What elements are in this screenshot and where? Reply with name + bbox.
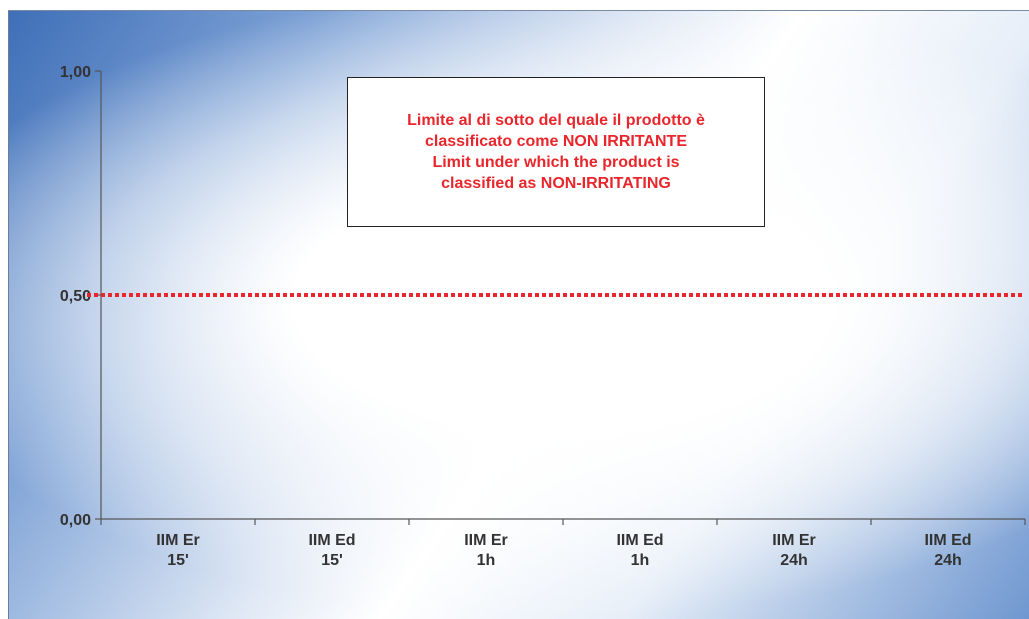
y-tick-label: 0,00 [60, 512, 91, 529]
annotation-line-3: Limit under which the product is [432, 152, 679, 173]
annotation-line-2: classificato come NON IRRITANTE [425, 131, 687, 152]
annotation-line-1: Limite al di sotto del quale il prodotto… [407, 110, 705, 131]
y-tick-label: 1,00 [60, 64, 91, 81]
annotation-line-4: classified as NON-IRRITATING [441, 173, 671, 194]
y-tick-label: 0,50 [60, 288, 91, 305]
threshold-annotation-box: Limite al di sotto del quale il prodotto… [347, 77, 765, 227]
